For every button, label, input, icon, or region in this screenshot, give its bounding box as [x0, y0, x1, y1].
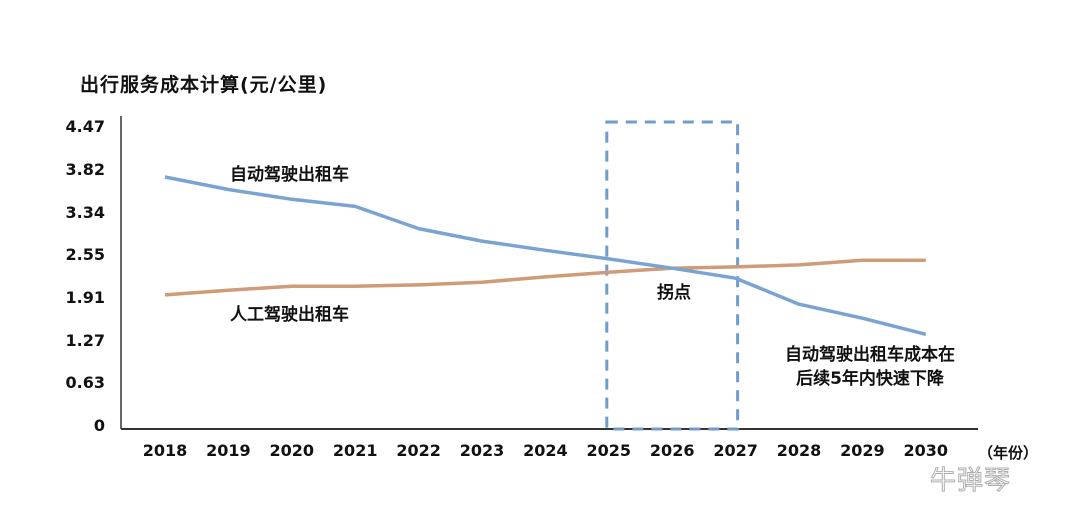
- watermark-text: 牛弹琴: [929, 466, 1012, 497]
- x-tick-label: 2027: [713, 441, 758, 460]
- x-tick-label: 2019: [206, 441, 251, 460]
- chart-title: 出行服务成本计算(元/公里): [80, 74, 328, 96]
- y-tick-label: 4.47: [65, 117, 105, 137]
- x-tick-label: 2030: [903, 441, 949, 460]
- x-tick-label: 2024: [523, 441, 568, 460]
- x-tick-label: 2018: [142, 441, 188, 460]
- y-tick-label: 3.82: [65, 159, 105, 179]
- y-tick-label: 3.34: [65, 202, 105, 222]
- y-tick-label: 1.91: [65, 287, 105, 307]
- inflection-point-label: 拐点: [657, 283, 691, 303]
- x-tick-label: 2026: [649, 441, 695, 460]
- trend-note-line2: 后续5年内快速下降: [796, 369, 944, 389]
- x-tick-label: 2029: [840, 441, 885, 460]
- x-tick-label: 2021: [332, 441, 378, 460]
- autonomous-taxi-label: 自动驾驶出租车: [230, 165, 349, 185]
- x-tick-label: 2023: [459, 441, 505, 460]
- y-tick-label: 2.55: [65, 245, 105, 265]
- x-tick-label: 2020: [269, 441, 315, 460]
- x-axis-unit: （年份）: [978, 444, 1039, 462]
- y-tick-label: 0: [93, 416, 105, 435]
- trend-note: 自动驾驶出租车成本在 后续5年内快速下降: [785, 343, 955, 391]
- autonomous-taxi-line: [164, 175, 927, 336]
- x-tick-label: 2022: [396, 441, 441, 460]
- y-tick-label: 0.63: [65, 373, 105, 393]
- manual-taxi-line: [164, 258, 926, 297]
- trend-note-line1: 自动驾驶出租车成本在: [785, 345, 955, 365]
- x-tick-label: 2028: [776, 441, 822, 460]
- x-tick-label: 2025: [586, 441, 632, 460]
- manual-taxi-label: 人工驾驶出租车: [230, 305, 349, 325]
- y-tick-label: 1.27: [65, 330, 105, 350]
- inflection-highlight-box: [605, 120, 740, 431]
